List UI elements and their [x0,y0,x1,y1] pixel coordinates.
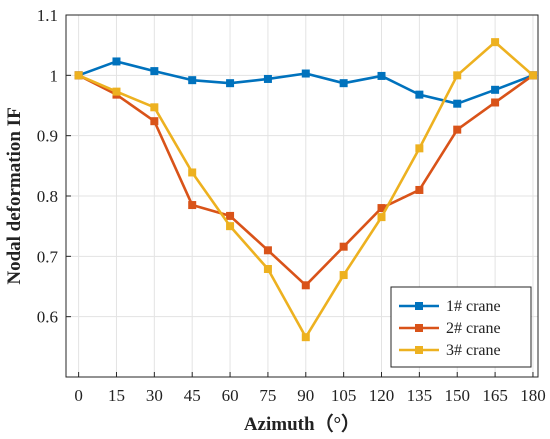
legend: 1# crane 2# crane 3# crane [390,286,532,368]
series-layer [74,38,537,342]
y-tick-label: 0.8 [37,187,58,206]
series-1 [74,57,537,108]
y-tick-label: 0.9 [37,127,58,146]
legend-item: 1# crane [399,298,501,315]
x-tick-label: 45 [184,386,201,405]
data-point [453,71,462,80]
data-point [453,125,462,134]
data-point [491,98,500,107]
data-point [263,265,272,274]
x-tick-label: 165 [482,386,508,405]
legend-item: 3# crane [399,342,501,359]
y-axis-title: Nodal deformation IF [4,107,25,284]
data-point [453,99,462,108]
data-point [415,185,424,194]
data-point [226,222,235,231]
legend-label: 1# crane [446,298,501,315]
x-tick-label: 120 [369,386,395,405]
x-tick-label: 150 [444,386,470,405]
data-point [226,211,235,220]
data-point [339,79,348,88]
x-tick-label: 30 [146,386,163,405]
data-point [339,271,348,280]
data-point [263,74,272,83]
legend-swatch-marker [415,346,423,354]
x-tick-label: 75 [259,386,276,405]
x-tick-label: 180 [520,386,546,405]
data-point [377,204,386,213]
data-point [415,90,424,99]
data-point [301,281,310,290]
data-point [263,246,272,255]
legend-swatch-marker [415,324,423,332]
legend-label: 3# crane [446,342,501,359]
data-point [150,117,159,126]
y-tick-label: 0.7 [37,247,59,266]
data-point [188,76,197,85]
data-point [528,71,537,80]
series-2 [74,71,537,290]
data-point [188,168,197,177]
axis-ticks: 0 15 30 45 60 75 90 105 120 135 150 165 180 0.6 0.7 0.8… [37,6,546,405]
data-point [415,144,424,153]
legend-item: 2# crane [399,320,501,337]
data-point [188,201,197,210]
x-tick-label: 15 [108,386,125,405]
data-point [112,87,121,96]
series-3 [74,38,537,342]
legend-swatch-marker [415,302,423,310]
data-point [226,79,235,88]
y-tick-label: 1 [50,66,59,85]
data-point [301,69,310,78]
data-point [491,85,500,94]
x-tick-label: 90 [297,386,314,405]
data-point [339,242,348,251]
data-point [377,213,386,222]
data-point [150,67,159,76]
x-tick-label: 60 [222,386,239,405]
y-tick-label: 0.6 [37,308,58,327]
y-tick-label: 1.1 [37,6,58,25]
x-tick-label: 105 [331,386,357,405]
x-tick-label: 135 [407,386,433,405]
data-point [491,38,500,47]
data-point [150,103,159,112]
data-point [112,57,121,66]
legend-label: 2# crane [446,320,501,337]
x-tick-label: 0 [74,386,83,405]
x-axis-title: Azimuth（°） [244,412,360,435]
data-point [377,71,386,80]
data-point [301,333,310,342]
data-point [74,71,83,80]
